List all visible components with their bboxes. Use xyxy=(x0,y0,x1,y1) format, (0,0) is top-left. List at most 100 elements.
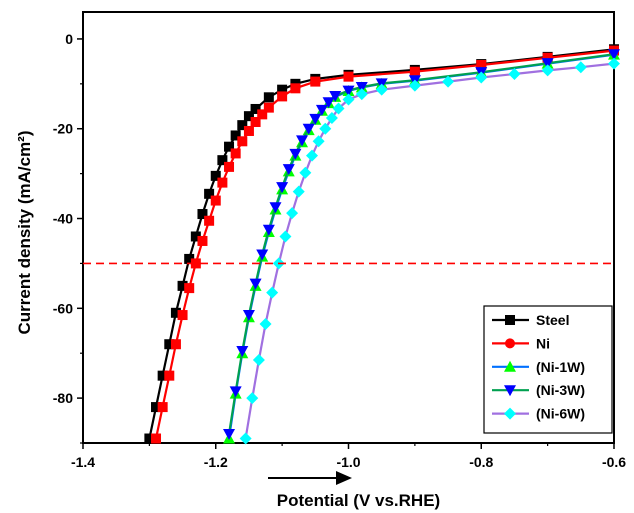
data-point xyxy=(249,278,262,290)
data-point xyxy=(164,370,175,381)
data-point xyxy=(204,215,215,226)
x-tick-label: -0.8 xyxy=(469,454,493,470)
data-point xyxy=(190,258,201,269)
y-axis-title: Current density (mA/cm²) xyxy=(15,130,34,334)
data-point xyxy=(257,109,268,120)
data-point xyxy=(157,402,168,413)
x-tick-label: -1.0 xyxy=(336,454,360,470)
data-point xyxy=(157,370,168,381)
data-point xyxy=(305,149,318,162)
data-point xyxy=(184,283,195,294)
data-point xyxy=(246,392,259,405)
legend-marker xyxy=(504,385,516,397)
data-point xyxy=(224,161,235,172)
data-point xyxy=(299,166,312,179)
data-point xyxy=(210,195,221,206)
data-point xyxy=(309,113,322,125)
data-point xyxy=(302,123,315,135)
data-point xyxy=(197,209,208,220)
data-point xyxy=(250,116,261,127)
data-point xyxy=(262,224,275,236)
data-point xyxy=(224,141,235,152)
data-point xyxy=(151,402,162,413)
data-point xyxy=(476,59,487,70)
data-point xyxy=(290,83,301,94)
y-tick-label: 0 xyxy=(65,31,73,47)
legend-label: (Ni-1W) xyxy=(536,359,585,375)
data-point xyxy=(197,235,208,246)
data-point xyxy=(508,67,521,80)
data-point xyxy=(332,102,345,115)
data-point xyxy=(289,148,302,160)
data-point xyxy=(177,310,188,321)
data-point xyxy=(310,76,321,87)
data-point xyxy=(204,188,215,199)
legend-marker xyxy=(504,407,516,420)
data-point xyxy=(266,286,279,299)
x-axis-title: Potential (V vs.RHE) xyxy=(277,491,440,510)
data-point xyxy=(242,310,255,322)
data-point xyxy=(259,318,272,331)
x-tick-label: -0.6 xyxy=(602,454,626,470)
data-point xyxy=(239,432,252,445)
data-point xyxy=(230,130,241,141)
series-layer xyxy=(144,44,620,445)
data-point xyxy=(190,231,201,242)
data-point xyxy=(144,433,155,444)
data-point xyxy=(322,97,335,109)
data-point xyxy=(325,111,338,124)
data-point xyxy=(355,81,368,93)
data-point xyxy=(355,88,368,101)
data-point xyxy=(375,83,388,96)
legend-item: Ni xyxy=(492,335,550,351)
data-point xyxy=(236,345,249,357)
data-point xyxy=(256,249,269,261)
legend: Steel Ni (Ni-1W) (Ni-3W) (Ni-6W) xyxy=(483,305,613,434)
data-point xyxy=(277,91,288,102)
data-point xyxy=(342,93,355,106)
legend-item: (Ni-3W) xyxy=(492,382,585,398)
legend-label: Steel xyxy=(536,312,569,328)
y-tick-label: -20 xyxy=(53,121,73,137)
x-axis: -1.4 -1.2 -1.0 -0.8 -0.6 xyxy=(71,443,626,470)
data-point xyxy=(252,353,265,366)
data-point xyxy=(269,202,282,214)
data-point xyxy=(237,136,248,147)
series-3 xyxy=(223,49,620,441)
x-tick-label: -1.4 xyxy=(71,454,95,470)
y-tick-label: -80 xyxy=(53,390,73,406)
legend-item: (Ni-6W) xyxy=(492,406,585,422)
x-axis-arrow xyxy=(268,471,352,485)
data-point xyxy=(475,71,488,84)
data-point xyxy=(151,433,162,444)
data-point xyxy=(170,339,181,350)
data-point xyxy=(409,66,420,77)
data-point xyxy=(574,61,587,74)
data-point xyxy=(286,207,299,220)
legend-marker xyxy=(504,360,516,372)
y-tick-label: -40 xyxy=(53,211,73,227)
data-point xyxy=(282,164,295,176)
data-point xyxy=(343,71,354,82)
legend-label: Ni xyxy=(536,335,550,351)
data-point xyxy=(315,104,328,116)
y-axis: 0 -20 -40 -60 -80 xyxy=(53,31,83,444)
data-point xyxy=(237,120,248,131)
data-point xyxy=(223,429,236,441)
data-point xyxy=(292,185,305,198)
data-point xyxy=(170,307,181,318)
data-point xyxy=(276,182,289,194)
data-point xyxy=(408,79,421,92)
data-point xyxy=(608,57,620,70)
data-point xyxy=(608,49,620,61)
data-point xyxy=(541,58,554,70)
data-point xyxy=(250,103,261,114)
data-point xyxy=(217,177,228,188)
x-tick-label: -1.2 xyxy=(204,454,228,470)
data-point xyxy=(164,339,175,350)
legend-marker xyxy=(505,338,515,349)
legend-item: (Ni-1W) xyxy=(492,359,585,375)
data-point xyxy=(263,92,274,103)
legend-item: Steel xyxy=(492,312,569,328)
